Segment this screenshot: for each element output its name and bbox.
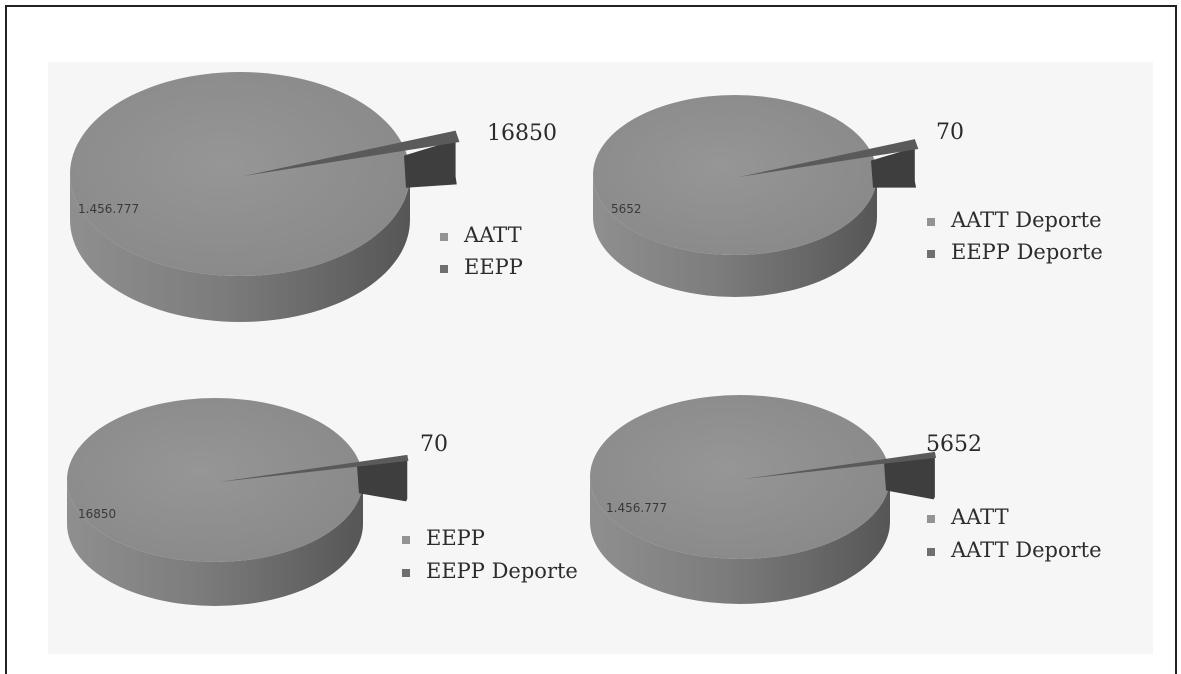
pie-value-label-small: 70 [936,120,964,145]
pie-slice-small-side [871,139,917,188]
legend-entry: EEPP Deporte [951,240,1103,264]
legend: EEPP EEPP Deporte [402,526,578,583]
legend-entry: EEPP [464,255,523,279]
pie-slice-small [744,451,937,479]
pie-side-wall [593,175,877,297]
legend-entry: AATT Deporte [950,208,1102,232]
pie-slice-small [244,130,460,176]
legend-marker [440,265,448,273]
legend-entry: AATT [950,505,1009,529]
pie-value-label-main: 1.456.777 [606,501,667,515]
legend: AATT Deporte EEPP Deporte [927,208,1103,264]
legend-entry: AATT Deporte [950,538,1102,562]
pie-value-label-small: 5652 [926,432,982,457]
legend-marker [402,536,410,544]
pie-slice-main [70,72,410,276]
legend-entry: EEPP [426,526,485,550]
pie-side-wall [67,480,363,606]
legend-entry: AATT [463,223,522,247]
legend-marker [927,218,935,226]
pie-value-label-main: 1.456.777 [78,202,139,216]
figure-border [5,5,1177,674]
legend-marker [927,250,935,258]
legend-marker [927,515,935,523]
pie-slice-small-side [357,454,408,502]
pie-slice-small [219,454,409,482]
pie-value-label-small: 70 [420,432,448,457]
pie-slice-main [67,398,363,562]
pie-slice-main [590,395,890,559]
pie-value-label-main: 16850 [78,507,116,521]
pie-slice-small-side [404,130,457,188]
pie-side-wall [70,174,410,322]
pie-side-wall [590,477,890,604]
pie-slice-main [593,95,877,255]
pie-chart-2: 5652 70 AATT Deporte EEPP Deporte [593,95,1103,297]
legend-marker [927,548,935,556]
pie-slice-small [739,139,919,177]
legend: AATT AATT Deporte [927,505,1102,562]
pie-value-label-small: 16850 [487,121,557,146]
legend-entry: EEPP Deporte [426,559,578,583]
charts-group: 1.456.777 16850 AATT EEPP 5652 70 AATT Deporte… [67,72,1103,606]
pie-chart-1: 1.456.777 16850 AATT EEPP [70,72,557,322]
pie-chart-3: 16850 70 EEPP EEPP Deporte [67,398,578,606]
legend: AATT EEPP [440,223,523,279]
legend-marker [402,569,410,577]
pie-chart-4: 1.456.777 5652 AATT AATT Deporte [590,395,1102,604]
pie-slice-small-side [884,451,935,500]
pie-value-label-main: 5652 [611,202,642,216]
legend-marker [440,233,448,241]
